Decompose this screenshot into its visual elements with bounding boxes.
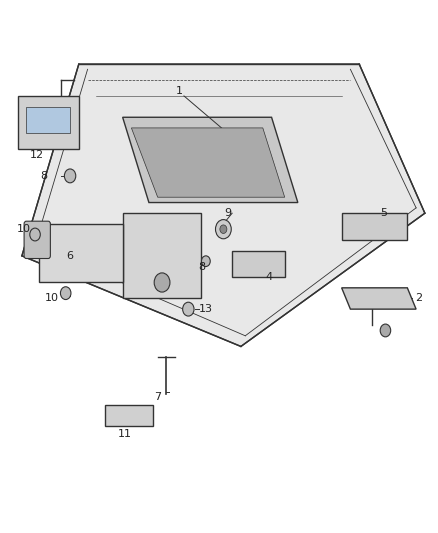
Polygon shape (342, 288, 416, 309)
Text: 8: 8 (40, 171, 47, 181)
Polygon shape (39, 224, 123, 282)
Circle shape (154, 273, 170, 292)
Text: 10: 10 (45, 294, 59, 303)
Polygon shape (105, 405, 153, 426)
Polygon shape (18, 96, 79, 149)
Polygon shape (232, 251, 285, 277)
Text: 12: 12 (30, 150, 44, 159)
Text: 4: 4 (266, 272, 273, 282)
Text: 8: 8 (198, 262, 205, 271)
Text: 2: 2 (415, 294, 422, 303)
Text: 7: 7 (154, 392, 161, 402)
Text: 6: 6 (67, 251, 74, 261)
Text: 9: 9 (224, 208, 231, 218)
Text: 10: 10 (17, 224, 31, 234)
Text: 13: 13 (199, 304, 213, 314)
Text: 5: 5 (380, 208, 387, 218)
Polygon shape (22, 64, 425, 346)
Polygon shape (123, 117, 298, 203)
Circle shape (64, 169, 76, 183)
Circle shape (220, 225, 227, 233)
Circle shape (30, 228, 40, 241)
Polygon shape (131, 128, 285, 197)
Circle shape (380, 324, 391, 337)
Circle shape (215, 220, 231, 239)
Text: 11: 11 (118, 430, 132, 439)
Polygon shape (123, 213, 201, 298)
Text: 1: 1 (176, 86, 183, 95)
Polygon shape (26, 107, 70, 133)
Polygon shape (342, 213, 407, 240)
Circle shape (201, 256, 210, 266)
Circle shape (183, 302, 194, 316)
Circle shape (60, 287, 71, 300)
FancyBboxPatch shape (24, 221, 50, 259)
